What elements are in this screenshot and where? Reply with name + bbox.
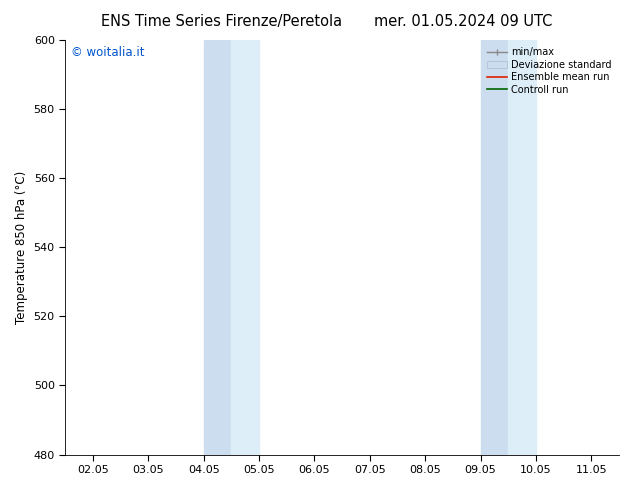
Legend: min/max, Deviazione standard, Ensemble mean run, Controll run: min/max, Deviazione standard, Ensemble m…: [484, 45, 614, 98]
Bar: [231, 40, 259, 455]
Bar: [481, 40, 508, 455]
Text: mer. 01.05.2024 09 UTC: mer. 01.05.2024 09 UTC: [373, 14, 552, 29]
Bar: [204, 40, 231, 455]
Bar: [508, 40, 536, 455]
Text: © woitalia.it: © woitalia.it: [71, 46, 145, 59]
Text: ENS Time Series Firenze/Peretola: ENS Time Series Firenze/Peretola: [101, 14, 342, 29]
Y-axis label: Temperature 850 hPa (°C): Temperature 850 hPa (°C): [15, 171, 28, 324]
